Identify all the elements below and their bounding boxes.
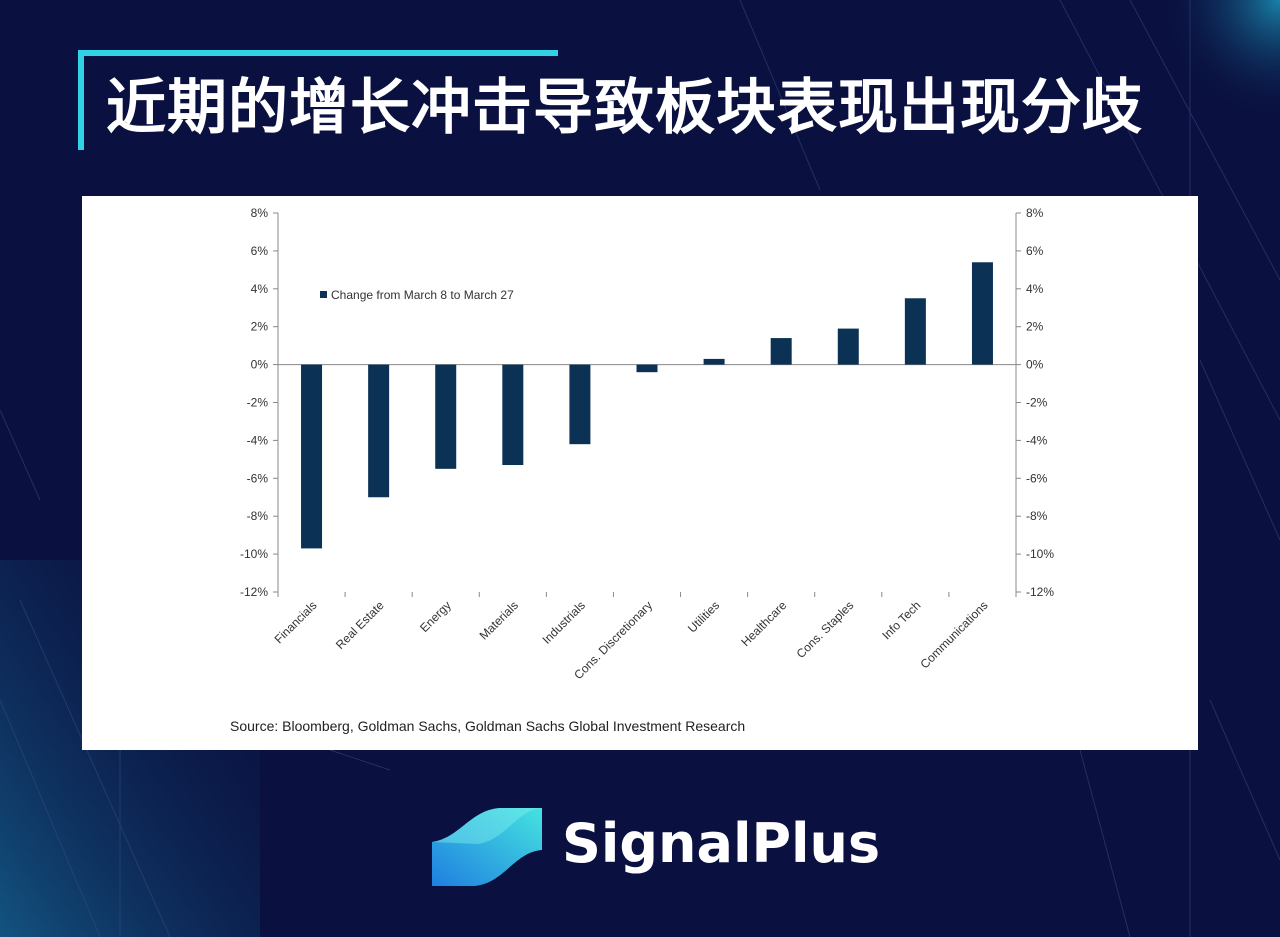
y-tick-label-right: 0% <box>1026 358 1044 372</box>
x-tick-label: Healthcare <box>738 598 789 649</box>
x-tick-label: Cons. Staples <box>794 598 857 661</box>
bar-info-tech <box>904 298 926 365</box>
bar-cons-staples <box>837 328 859 365</box>
y-tick-label-right: -12% <box>1026 585 1054 599</box>
y-tick-label-right: -8% <box>1026 509 1048 523</box>
bar-healthcare <box>770 338 792 365</box>
y-tick-label-right: 8% <box>1026 206 1044 220</box>
bar-chart: 8% 8% 6% 6% 4% 4% 2% 2% 0% 0% -2% -2% -4% -4% -6% -6% -8… <box>240 206 1054 682</box>
y-tick-label-left: 2% <box>251 320 269 334</box>
y-tick-label-left: 0% <box>251 358 269 372</box>
chart-panel: 8% 8% 6% 6% 4% 4% 2% 2% 0% 0% -2% -2% -4% -4% -6% -6% -8… <box>82 196 1198 750</box>
bar-real-estate <box>368 364 390 498</box>
y-tick-label-right: 4% <box>1026 282 1044 296</box>
chart-source: Source: Bloomberg, Goldman Sachs, Goldma… <box>230 718 746 734</box>
bar-utilities <box>703 358 725 365</box>
y-tick-label-left: 8% <box>251 206 269 220</box>
x-tick-label: Energy <box>417 598 454 635</box>
page-title: 近期的增长冲击导致板块表现出现分歧 <box>106 73 1143 143</box>
y-tick-label-left: -2% <box>247 396 269 410</box>
bar-energy <box>435 364 457 469</box>
brand: SignalPlus <box>430 800 880 890</box>
y-tick-label-right: -10% <box>1026 547 1054 561</box>
y-tick-label-left: -6% <box>247 471 269 485</box>
y-tick-label-right: -2% <box>1026 396 1048 410</box>
bar-industrials <box>569 364 591 445</box>
x-tick-label: Materials <box>477 598 521 642</box>
signalplus-wave-logo-icon <box>432 808 542 886</box>
y-tick-label-right: -4% <box>1026 433 1048 447</box>
bar-cons-discretionary <box>636 364 658 373</box>
y-tick-label-left: -10% <box>240 547 268 561</box>
x-tick-label: Utilities <box>685 598 722 635</box>
y-tick-label-right: -6% <box>1026 471 1048 485</box>
y-tick-label-left: 4% <box>251 282 269 296</box>
y-tick-label-left: -12% <box>240 585 268 599</box>
y-tick-label-left: 6% <box>251 244 269 258</box>
bar-financials <box>301 364 323 549</box>
title-accent-side <box>78 50 84 150</box>
x-tick-label: Real Estate <box>333 598 387 652</box>
x-tick-label: Info Tech <box>879 598 923 642</box>
legend-label: Change from March 8 to March 27 <box>331 288 514 302</box>
bar-communications <box>971 262 993 365</box>
y-tick-label-left: -4% <box>247 433 269 447</box>
y-tick-label-right: 6% <box>1026 244 1044 258</box>
x-tick-label: Communications <box>917 598 990 671</box>
y-tick-label-left: -8% <box>247 509 269 523</box>
x-tick-label: Industrials <box>539 598 588 647</box>
bar-materials <box>502 364 524 466</box>
y-tick-label-right: 2% <box>1026 320 1044 334</box>
brand-name: SignalPlus <box>562 812 881 875</box>
legend-swatch <box>320 291 327 298</box>
title-accent-bar <box>78 50 558 56</box>
x-tick-label: Financials <box>272 598 320 646</box>
